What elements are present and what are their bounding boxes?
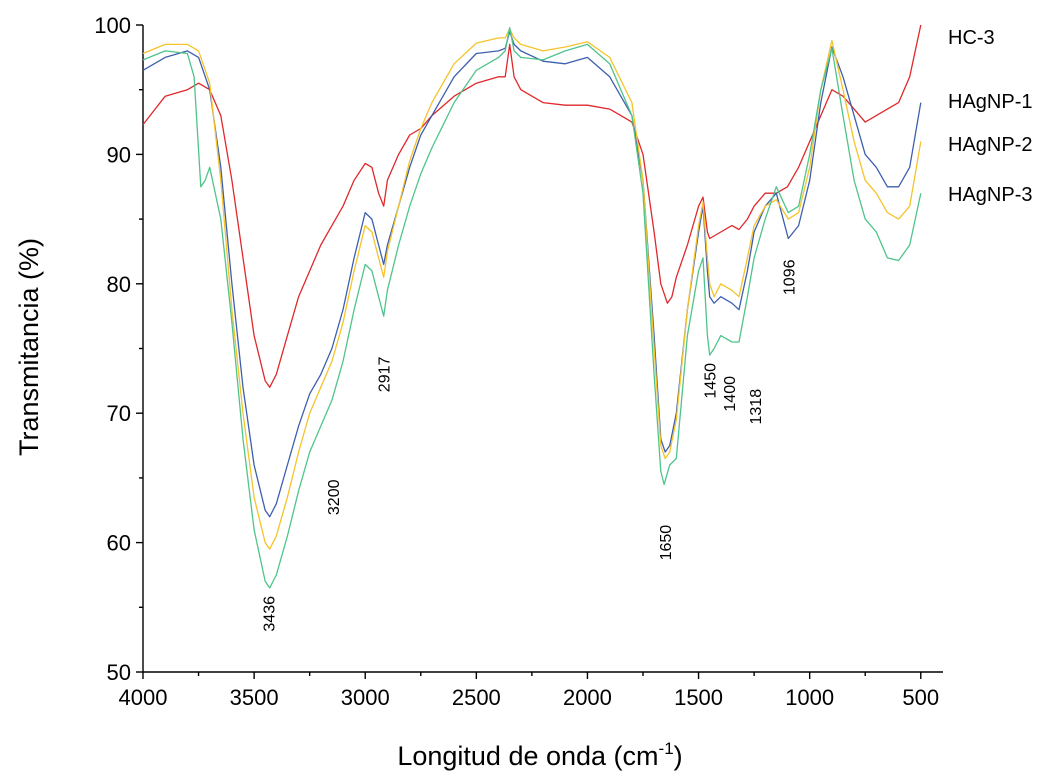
series-line-hagnp-1 [142,30,922,518]
peak-label: 3200 [326,479,343,515]
y-tick-label: 80 [107,272,131,297]
peak-label: 2917 [377,357,394,393]
x-axis-title-tail: ) [674,741,683,771]
series-line-hc-3 [142,24,922,388]
x-tick-label: 3000 [341,685,390,710]
x-tick-label: 2000 [563,685,612,710]
y-tick-label: 70 [107,401,131,426]
series-layer [142,24,922,589]
series-line-hagnp-3 [142,26,922,589]
axes: 4000 3500 3000 2500 2000 1500 1000 500 50 60 70 80 9… [94,13,943,710]
peak-label: 1318 [748,389,765,425]
y-tick-label: 50 [107,660,131,685]
x-tick-label: 1500 [674,685,723,710]
legend-label-hagnp-2: HAgNP-2 [948,134,1032,156]
legend: HC-3 HAgNP-1 HAgNP-2 HAgNP-3 [948,27,1032,206]
y-tick-label: 90 [107,142,131,167]
x-tick-label: 4000 [119,685,168,710]
peak-label: 1400 [722,376,739,412]
x-tick-label: 3500 [230,685,279,710]
y-axis-title: Transmitancia (%) [14,238,44,456]
peak-label: 1450 [703,363,720,399]
legend-label-hagnp-3: HAgNP-3 [948,184,1032,206]
series-line-hagnp-2 [142,28,922,550]
x-axis-title-sup: -1 [659,739,674,758]
legend-label-hc-3: HC-3 [948,27,995,49]
peak-label: 1650 [658,525,675,561]
x-axis-title-main: Longitud de onda (cm [397,741,658,771]
legend-label-hagnp-1: HAgNP-1 [948,91,1032,113]
x-tick-label: 500 [902,685,939,710]
y-tick-label: 60 [107,531,131,556]
peak-label: 3436 [261,596,278,632]
peak-label: 1096 [781,259,798,295]
x-axis-title: Longitud de onda (cm-1) [397,739,682,771]
y-tick-label: 100 [94,13,131,38]
x-tick-label: 1000 [785,685,834,710]
x-tick-label: 2500 [452,685,501,710]
annotation-layer: 3436 3200 2917 1650 1450 1400 1318 1096 [261,259,798,631]
